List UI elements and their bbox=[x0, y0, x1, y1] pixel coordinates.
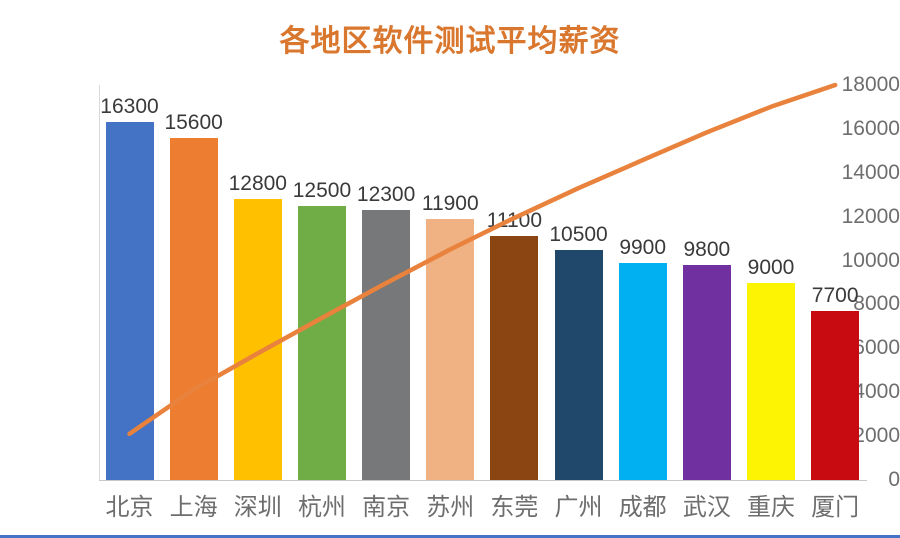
y-tick-label-18000: 18000 bbox=[841, 73, 900, 96]
bar-hangzhou bbox=[297, 205, 346, 480]
y-axis-line bbox=[99, 85, 100, 480]
bottom-border bbox=[0, 535, 900, 538]
x-tick-label-beijing: 北京 bbox=[105, 494, 154, 521]
bar-xiamen bbox=[811, 311, 860, 480]
x-tick-label-hangzhou: 杭州 bbox=[297, 494, 346, 521]
y-tick-label-12000: 12000 bbox=[841, 204, 900, 228]
x-tick-label-suzhou: 苏州 bbox=[426, 494, 475, 521]
x-tick-label-xiamen: 厦门 bbox=[811, 494, 860, 521]
bar-guangzhou bbox=[554, 249, 603, 480]
y-tick-label-4000: 4000 bbox=[853, 380, 900, 404]
x-tick-label-nanjing: 南京 bbox=[362, 494, 411, 521]
bar-chongqing bbox=[747, 282, 795, 480]
value-label-shanghai: 15600 bbox=[164, 110, 223, 134]
y-tick-label-8000: 8000 bbox=[853, 292, 900, 316]
x-tick-label-wuhan: 武汉 bbox=[682, 494, 731, 521]
value-label-chongqing: 9000 bbox=[747, 255, 795, 279]
x-tick-label-guangzhou: 广州 bbox=[554, 494, 603, 521]
x-tick-label-shanghai: 上海 bbox=[169, 494, 218, 521]
y-tick-label-2000: 2000 bbox=[853, 424, 900, 448]
bar-nanjing bbox=[362, 210, 411, 480]
chart-title: 各地区软件测试平均薪资 bbox=[279, 25, 621, 58]
y-tick-label-16000: 16000 bbox=[841, 116, 900, 140]
x-axis-baseline bbox=[99, 480, 867, 481]
x-tick-label-shenzhen: 深圳 bbox=[233, 494, 282, 521]
bar-dongguan bbox=[490, 236, 539, 480]
x-tick-label-dongguan: 东莞 bbox=[490, 494, 539, 521]
y-tick-label-14000: 14000 bbox=[841, 160, 900, 184]
value-label-xiamen: 7700 bbox=[811, 284, 859, 308]
x-tick-label-chengdu: 成都 bbox=[618, 494, 667, 521]
bar-suzhou bbox=[426, 218, 475, 480]
y-tick-label-0: 0 bbox=[888, 468, 900, 491]
bar-shenzhen bbox=[233, 199, 282, 480]
y-tick-label-6000: 6000 bbox=[853, 336, 900, 360]
bar-wuhan bbox=[682, 264, 731, 480]
y-tick-label-10000: 10000 bbox=[841, 248, 900, 272]
bar-beijing bbox=[105, 122, 154, 480]
x-tick-label-chongqing: 重庆 bbox=[747, 494, 795, 521]
bar-chengdu bbox=[618, 262, 667, 480]
